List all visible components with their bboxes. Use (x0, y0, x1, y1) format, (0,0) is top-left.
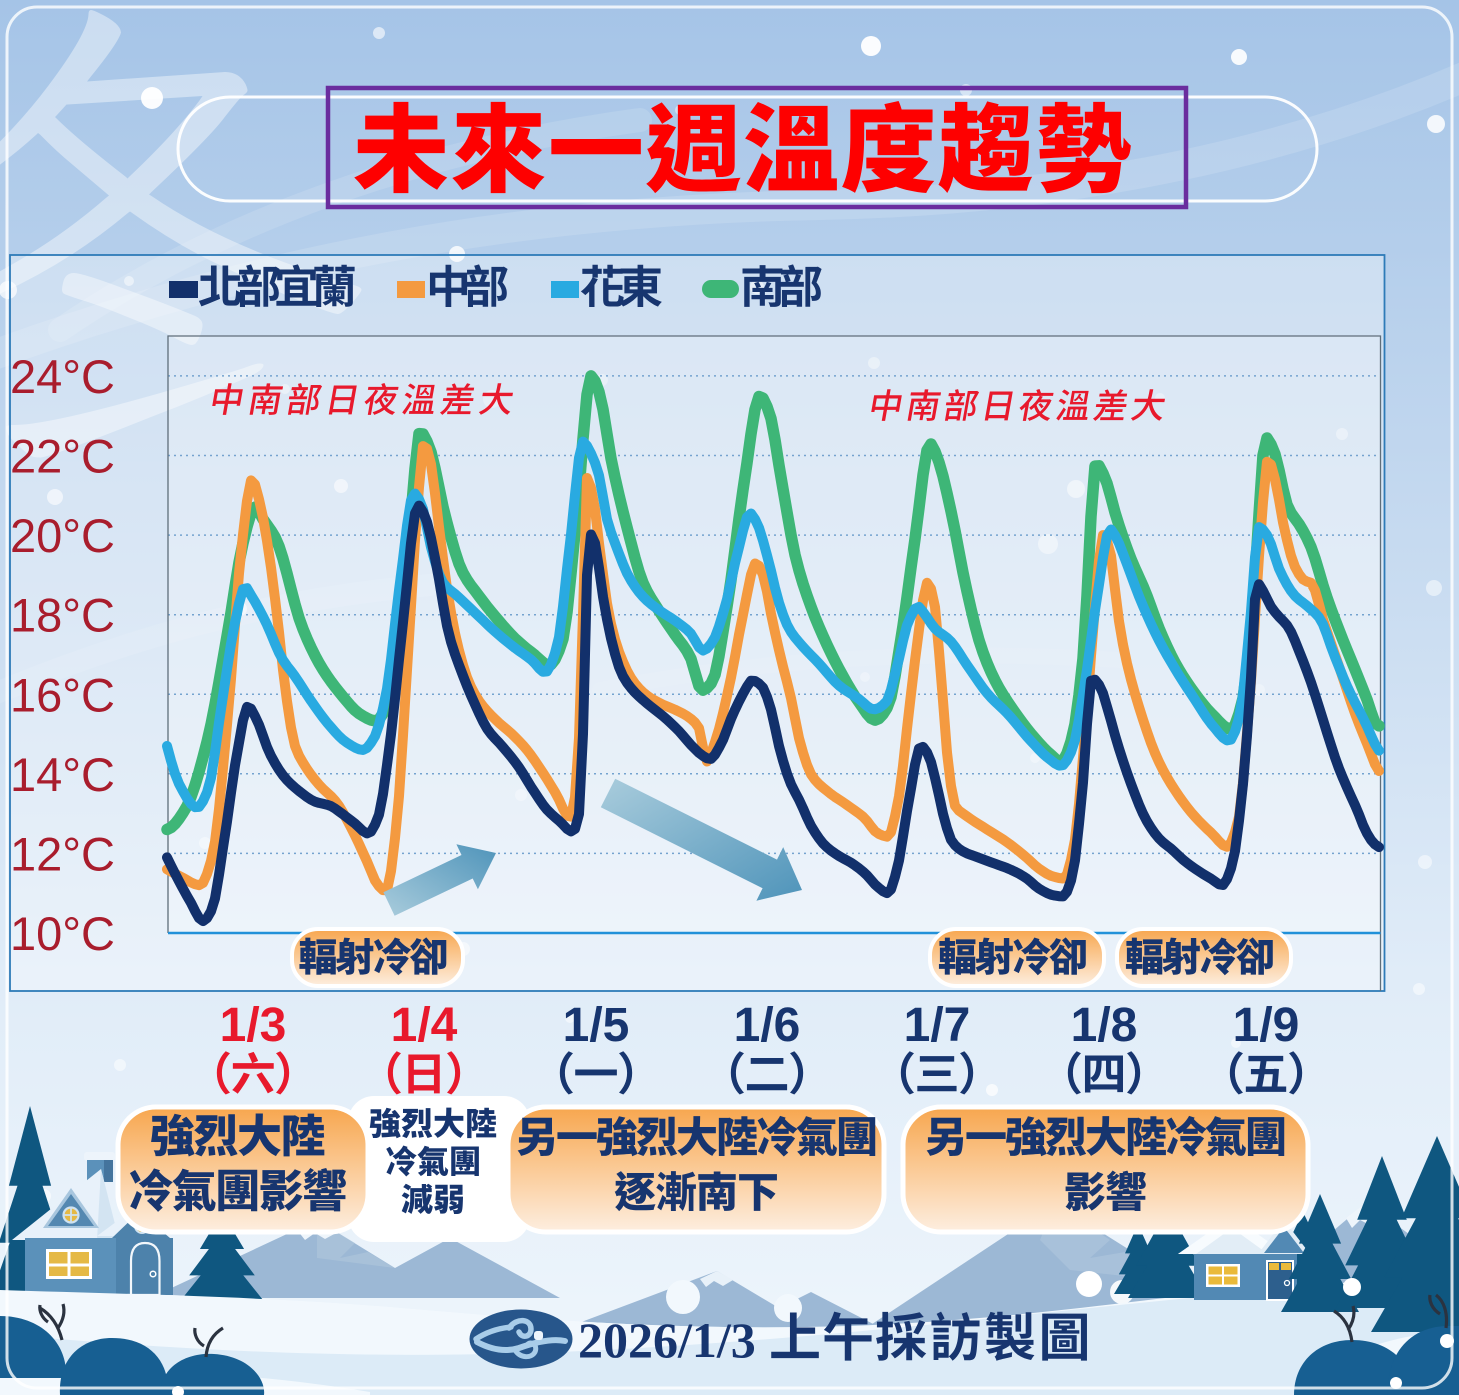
svg-text:22°C: 22°C (10, 430, 115, 483)
svg-text:12°C: 12°C (10, 827, 115, 880)
svg-text:1/6: 1/6 (734, 999, 801, 1052)
svg-text:1/9: 1/9 (1233, 999, 1300, 1052)
svg-text:1/4: 1/4 (391, 999, 458, 1052)
svg-text:20°C: 20°C (10, 509, 115, 562)
svg-text:1/7: 1/7 (904, 999, 971, 1052)
svg-text:24°C: 24°C (10, 350, 115, 403)
svg-text:1/8: 1/8 (1071, 999, 1138, 1052)
svg-text:16°C: 16°C (10, 668, 115, 721)
svg-text:10°C: 10°C (10, 907, 115, 960)
svg-text:14°C: 14°C (10, 748, 115, 801)
svg-text:2026/1/3: 2026/1/3 (578, 1312, 756, 1368)
svg-text:18°C: 18°C (10, 589, 115, 642)
svg-text:1/3: 1/3 (220, 999, 287, 1052)
svg-text:1/5: 1/5 (563, 999, 630, 1052)
